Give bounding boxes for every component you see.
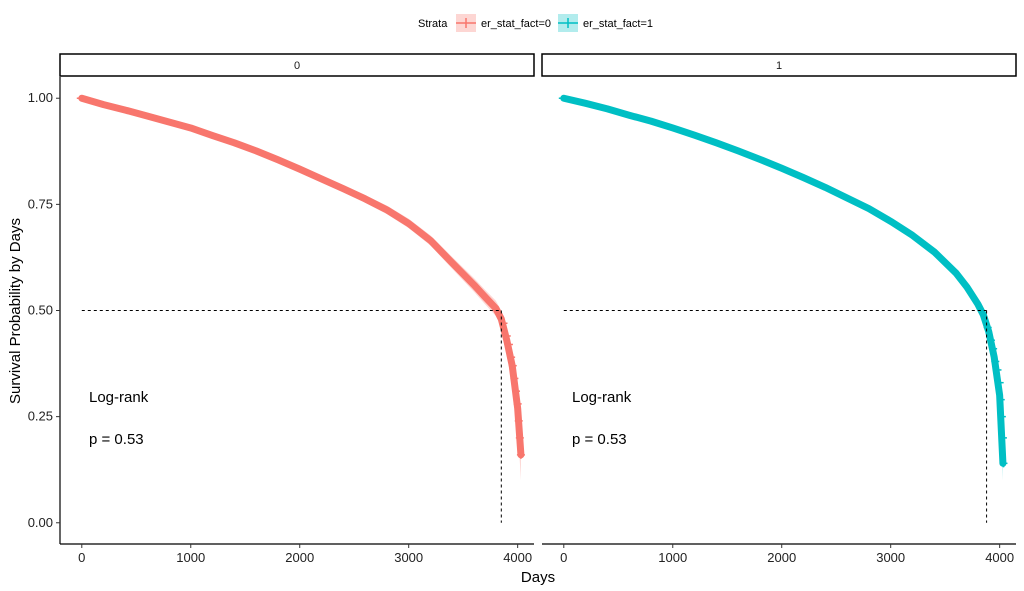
facet-1-curve-thick (560, 94, 1007, 467)
facet-1-x-tick-label: 3000 (876, 550, 905, 565)
facet-1-x-tick-label: 0 (560, 550, 567, 565)
facet-0-panel (76, 94, 525, 523)
legend-entry-0: er_stat_fact=0 (481, 18, 551, 30)
facet-1-censor-mark (986, 336, 995, 345)
facet-1-annotation-pvalue: p = 0.53 (572, 431, 627, 448)
y-tick-label: 0.50 (28, 303, 53, 318)
facet-1-censor-mark (993, 365, 1002, 374)
facet-0-x-tick-label: 1000 (176, 550, 205, 565)
facet-0-censor-mark (502, 331, 511, 340)
y-tick-label: 0.75 (28, 196, 53, 211)
axes: 0 1000 2000 3000 4000 0 1000 2000 3000 4000 0.00 0.… (28, 77, 1016, 565)
facet-0-censor-mark (507, 353, 516, 362)
facet-1-x-tick-label: 2000 (767, 550, 796, 565)
facet-1-curve (563, 97, 1004, 464)
facet-0-x-tick-label: 2000 (285, 550, 314, 565)
facet-0-x-tick-label: 4000 (503, 550, 532, 565)
facet-1-annotation-test: Log-rank (572, 389, 632, 406)
facet-0-censor-mark (514, 416, 523, 425)
y-tick-label: 1.00 (28, 90, 53, 105)
facet-0-curve (81, 97, 522, 455)
y-tick-label: 0.25 (28, 409, 53, 424)
facet-1-censor-mark (999, 459, 1008, 468)
facet-1-censor-mark (998, 433, 1007, 442)
facet-1-ci-band (563, 98, 1003, 481)
y-axis-title: Survival Probability by Days (7, 218, 24, 404)
facet-0-censor-mark (512, 387, 521, 396)
y-tick-label: 0.00 (28, 515, 53, 530)
facet-1-x-tick-label: 4000 (985, 550, 1014, 565)
facet-1-strip (541, 53, 1017, 77)
facet-0-x-tick-label: 3000 (394, 550, 423, 565)
facet-1-panel (558, 94, 1008, 523)
legend-entry-1: er_stat_fact=1 (583, 18, 653, 30)
facet-0-strip-label: 0 (294, 60, 300, 72)
facet-1-censor-mark (996, 395, 1005, 404)
facet-1-censor-mark (983, 323, 992, 332)
legend-title: Strata (418, 18, 448, 30)
facet-0-censor-mark (513, 399, 522, 408)
x-axis-title: Days (521, 569, 555, 586)
facet-1-censor-mark (995, 378, 1004, 387)
facet-1-censor-mark (997, 412, 1006, 421)
facet-0-censor-mark (515, 433, 524, 442)
facet-0-censor-mark (508, 361, 517, 370)
facet-0-x-tick-label: 0 (78, 550, 85, 565)
facet-1-censor-mark (991, 357, 1000, 366)
facet-0-annotation-test: Log-rank (89, 389, 149, 406)
facet-0-ci-band (81, 98, 521, 481)
facet-1-strip-label: 1 (776, 60, 782, 72)
facet-0-censor-mark (510, 374, 519, 383)
facet-0-annotation-pvalue: p = 0.53 (89, 431, 144, 448)
facet-0-censor-mark (504, 340, 513, 349)
facet-1-censor-mark (989, 344, 998, 353)
facet-0-censor-mark (516, 450, 525, 459)
facet-1-x-tick-label: 1000 (658, 550, 687, 565)
legend: Strata er_stat_fact=0 er_stat_fact=1 (418, 14, 653, 32)
facet-0-strip (59, 53, 535, 77)
